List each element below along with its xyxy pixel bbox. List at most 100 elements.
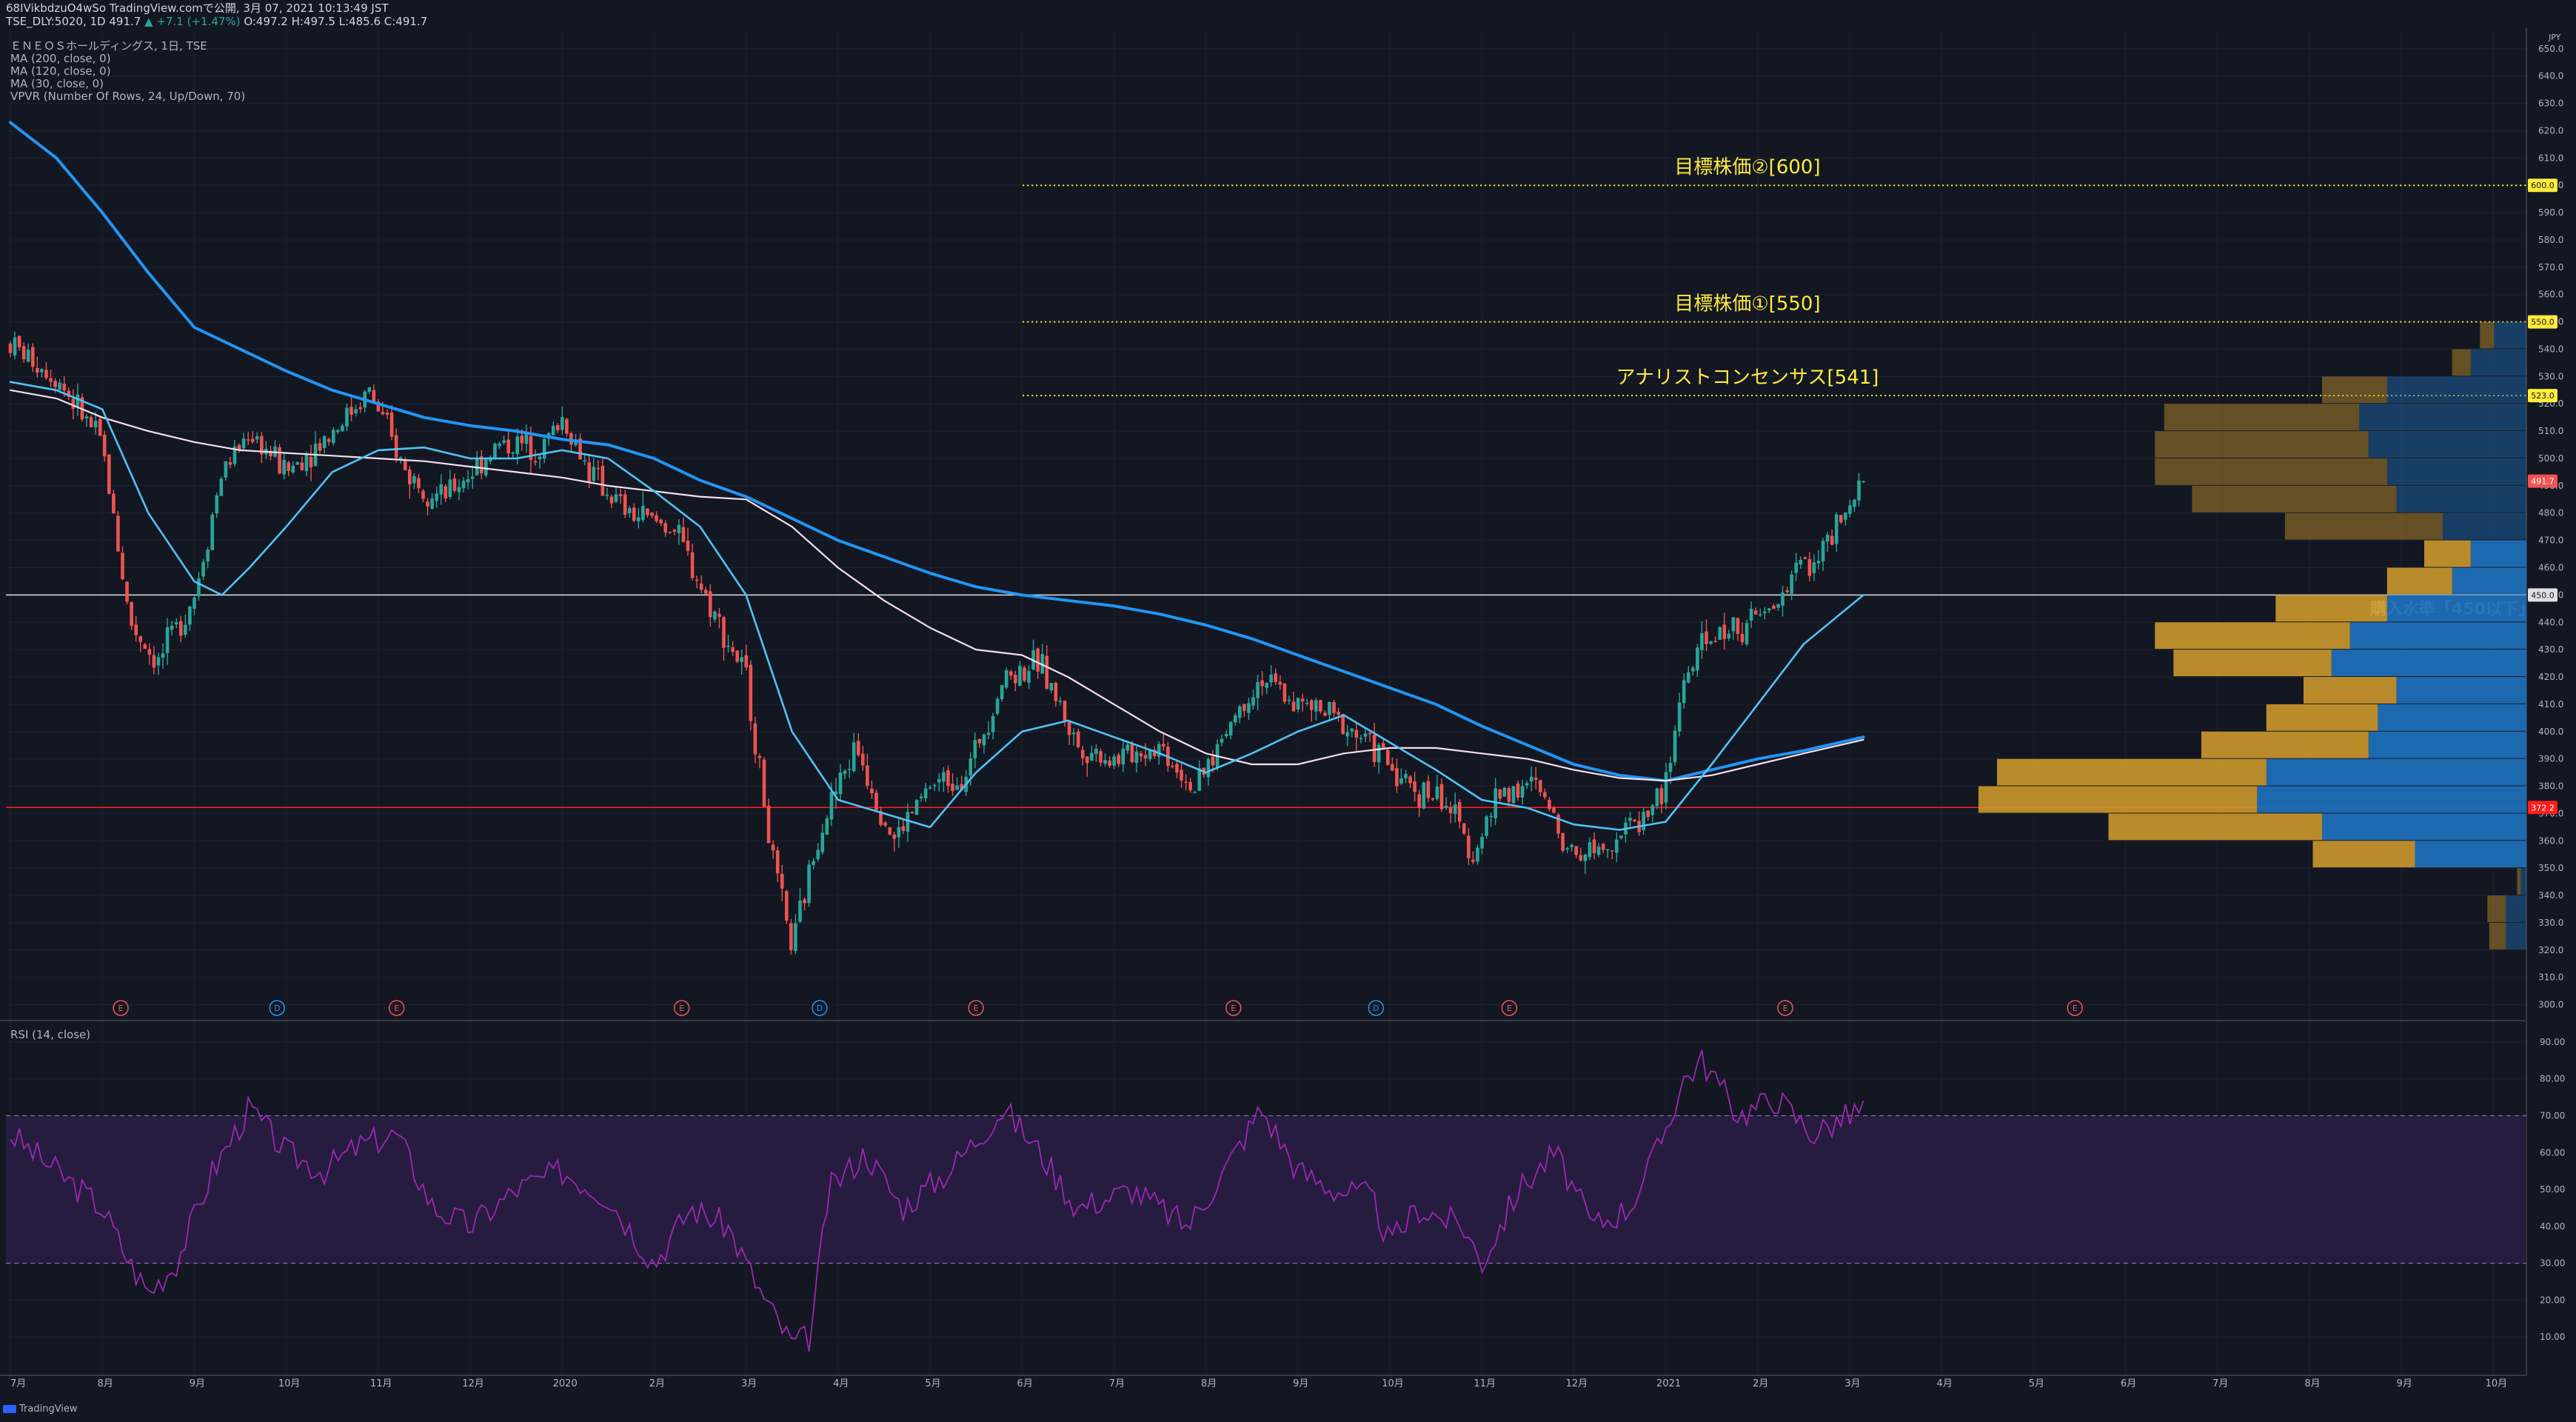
candle-body: [529, 435, 533, 461]
time-tick-label: 6月: [1017, 1378, 1033, 1389]
time-tick-label: 7月: [1109, 1378, 1125, 1389]
candle-body: [444, 486, 448, 498]
candle-body: [1439, 784, 1444, 810]
rsi-label[interactable]: RSI (14, close): [10, 1028, 91, 1041]
candle-body: [107, 454, 111, 494]
candle-body: [659, 519, 663, 524]
candle-body: [1570, 844, 1574, 847]
moving-average-line: [9, 121, 1865, 783]
candle-body: [1399, 778, 1403, 784]
vp-bar-up: [2331, 650, 2526, 677]
moving-average-line: [9, 389, 1864, 782]
time-tick-label: 11月: [1473, 1378, 1496, 1389]
price-axis-tag-text: 372.2: [2531, 803, 2555, 812]
indicator-label[interactable]: VPVR (Number Of Rows, 24, Up/Down, 70): [10, 90, 246, 103]
candle-body: [1790, 574, 1793, 594]
vp-bar-down: [2155, 431, 2369, 458]
price-tick-label: 630.0: [2538, 99, 2563, 109]
candle-body: [1336, 711, 1340, 715]
chart-header-line1: 68IVikbdzuO4wSo TradingView.comで公開, 3月 0…: [6, 1, 389, 15]
candle-body: [1395, 768, 1399, 787]
candle-body: [1668, 763, 1673, 772]
candle-body: [1108, 760, 1111, 766]
candle-body: [1579, 855, 1583, 861]
candle-body: [121, 553, 124, 579]
vp-bar-down: [2173, 650, 2332, 677]
candle-body: [1844, 513, 1847, 520]
candle-body: [62, 383, 67, 391]
candle-body: [1605, 849, 1610, 851]
candle-body: [1516, 784, 1520, 798]
candle-body: [237, 444, 241, 450]
candle-body: [524, 433, 529, 444]
candle-body: [1448, 807, 1453, 813]
candle-body: [246, 439, 250, 441]
price-tick-label: 530.0: [2538, 371, 2563, 381]
candle-body: [21, 346, 26, 360]
time-tick-label: 4月: [1937, 1378, 1953, 1389]
price-tick-label: 390.0: [2538, 754, 2563, 764]
vp-bar-up: [2266, 758, 2526, 786]
indicator-label[interactable]: MA (120, close, 0): [10, 64, 111, 78]
price-tick-label: 440.0: [2538, 617, 2563, 627]
rsi-tick-label: 60.00: [2540, 1147, 2565, 1158]
candle-body: [152, 655, 156, 668]
candle-body: [1049, 682, 1054, 691]
rsi-tick-label: 50.00: [2540, 1184, 2565, 1195]
candle-body: [398, 457, 403, 459]
symbol-label: TSE_DLY:5020, 1D 491.7: [6, 15, 141, 28]
candle-body: [1709, 641, 1713, 644]
candle-body: [946, 770, 950, 787]
event-marker-letter: E: [2072, 1004, 2078, 1013]
candle-body: [771, 844, 775, 851]
candle-body: [143, 644, 147, 650]
candle-body: [834, 791, 838, 795]
candle-body: [1633, 819, 1636, 821]
event-marker-letter: D: [1373, 1004, 1379, 1013]
candle-body: [843, 770, 847, 774]
vp-bar-down: [2155, 622, 2350, 650]
candle-body: [874, 792, 878, 810]
candle-body: [991, 715, 995, 732]
candle-body: [1548, 799, 1551, 810]
candle-body: [866, 765, 869, 787]
candle-body: [1197, 768, 1202, 791]
tradingview-logo[interactable]: TradingView: [3, 1403, 78, 1415]
candle-body: [1027, 671, 1031, 683]
candle-body: [587, 461, 591, 483]
candle-body: [269, 450, 272, 457]
candle-body: [67, 390, 71, 397]
event-marker: [113, 1000, 129, 1016]
candle-body: [1112, 756, 1116, 767]
candle-body: [703, 590, 708, 594]
candle-body: [542, 438, 546, 459]
candle-body: [995, 698, 1000, 714]
candle-body: [358, 407, 362, 410]
vp-bar-up: [2378, 704, 2526, 731]
candle-body: [1099, 751, 1103, 763]
vp-bar-up: [2368, 731, 2526, 758]
candle-body: [1615, 839, 1619, 853]
candle-body: [690, 552, 695, 578]
candle-body: [982, 734, 986, 746]
candle-body: [1265, 683, 1268, 688]
candle-body: [1063, 701, 1067, 722]
indicator-label[interactable]: ＥＮＥＯＳホールディングス, 1日, TSE: [10, 39, 207, 53]
candle-body: [278, 447, 281, 474]
event-marker-letter: D: [817, 1004, 823, 1013]
candle-body: [1588, 842, 1592, 858]
candle-body: [1008, 671, 1013, 676]
indicator-label[interactable]: MA (30, close, 0): [10, 77, 104, 90]
vp-bar-down: [2452, 349, 2471, 376]
vp-bar-up: [2386, 458, 2526, 485]
candle-body: [327, 438, 331, 442]
rsi-tick-label: 70.00: [2540, 1110, 2565, 1121]
candle-body: [1323, 712, 1327, 716]
event-marker-letter: E: [679, 1004, 684, 1013]
candle-body: [798, 901, 802, 922]
event-marker-letter: D: [274, 1004, 280, 1013]
indicator-label[interactable]: MA (200, close, 0): [10, 52, 111, 65]
candle-body: [1085, 756, 1089, 764]
candle-body: [699, 583, 703, 590]
